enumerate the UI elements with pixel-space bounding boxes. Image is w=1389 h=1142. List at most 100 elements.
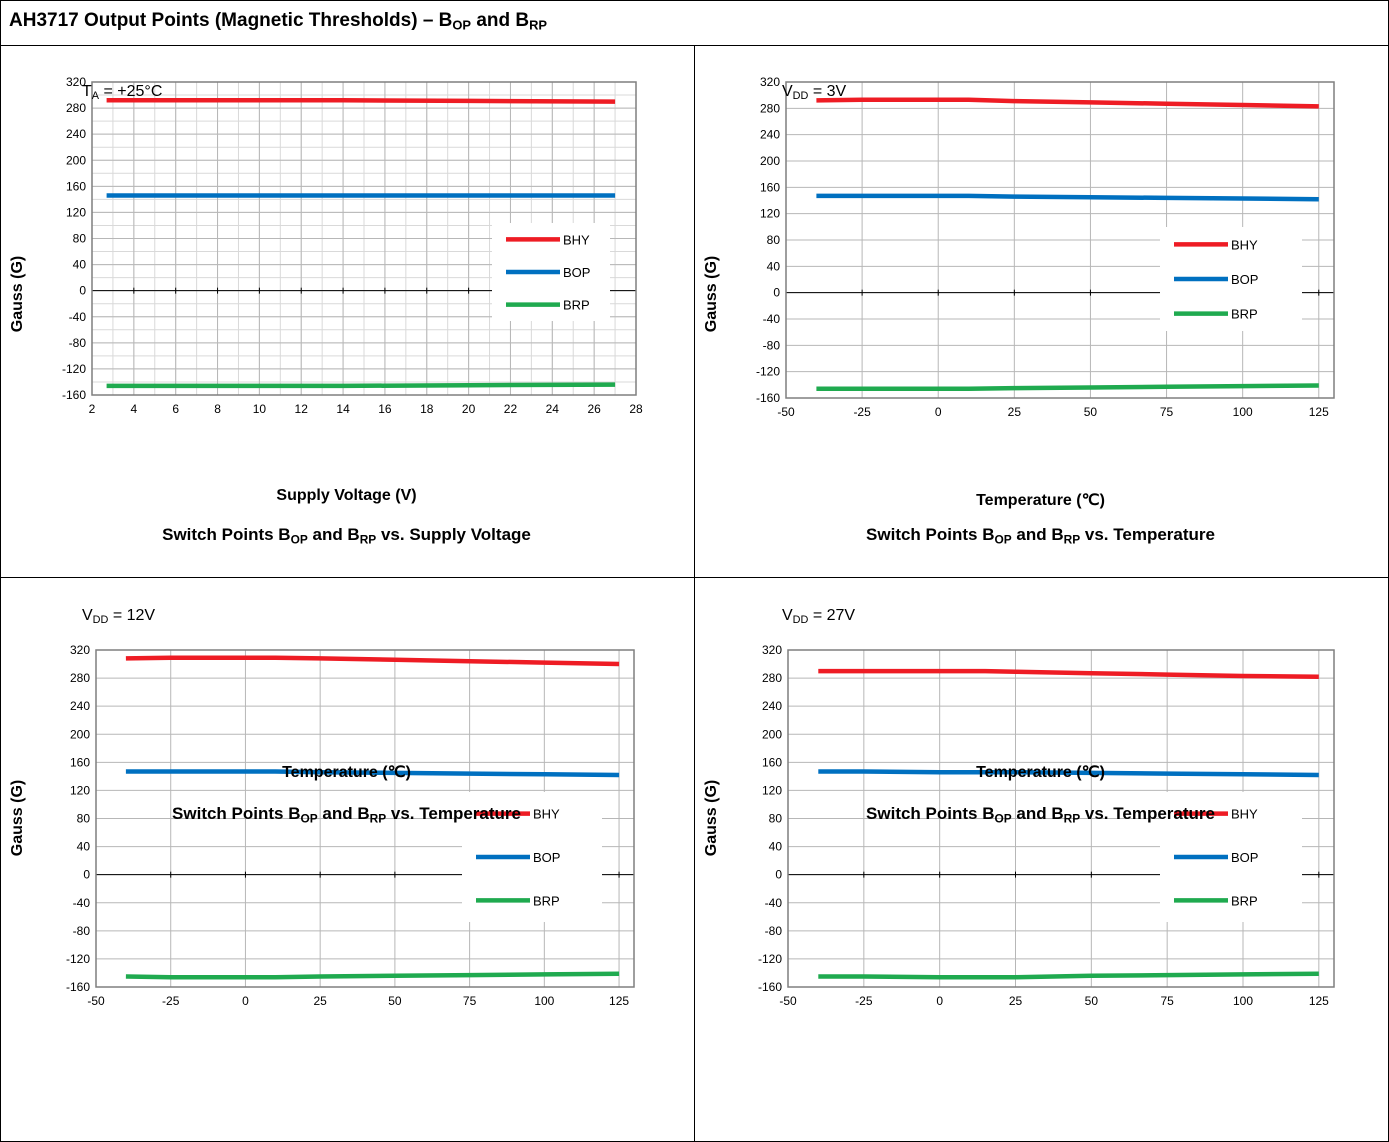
x-tick-label: 75 <box>1160 994 1174 1008</box>
y-tick-label: -120 <box>66 952 90 966</box>
y-tick-label: 0 <box>79 284 86 298</box>
y-tick-label: 160 <box>66 179 86 193</box>
legend-label-bop: BOP <box>1231 272 1258 287</box>
x-tick-label: -25 <box>162 994 180 1008</box>
x-tick-label: 75 <box>463 994 477 1008</box>
chart-panel-temp-12v: 320 280 240 200 160 120 80 40 0 -40 -80 -120 -160 -50… <box>0 577 693 1141</box>
legend: BHY BOP BRP <box>462 792 602 922</box>
y-tick-label: 240 <box>66 127 86 141</box>
y-tick-label: -160 <box>756 391 780 405</box>
x-tick-label: 18 <box>420 402 434 416</box>
series-line-brp <box>818 971 1319 980</box>
legend: BHY BOP BRP <box>1160 792 1302 922</box>
chart-caption: Switch Points BOP and BRP vs. Temperatur… <box>866 525 1215 547</box>
x-tick-label: -25 <box>853 405 871 419</box>
legend-label-bhy: BHY <box>1231 807 1258 822</box>
y-axis-label: Gauss (G) <box>9 255 26 333</box>
y-tick-label: 120 <box>66 205 86 219</box>
series-line-bhy <box>818 668 1319 679</box>
title-subscript-rp: RP <box>529 17 548 33</box>
x-tick-label: 50 <box>1084 405 1098 419</box>
y-tick-label: 120 <box>762 783 782 797</box>
y-tick-label: 280 <box>762 671 782 685</box>
x-tick-label: -50 <box>779 994 797 1008</box>
y-tick-label: 200 <box>760 154 780 168</box>
legend: BHY BOP BRP <box>1160 227 1302 331</box>
x-tick-label: 125 <box>1309 405 1329 419</box>
chart-svg: 320 280 240 200 160 120 80 40 0 -40 -80 -120 -160-50… <box>66 643 635 1008</box>
plot-area-border <box>91 81 637 396</box>
chart-svg: 320 280 240 200 160 120 80 40 0 -40 -80 -120 -160-50… <box>756 75 1335 419</box>
x-tick-label: 100 <box>534 994 554 1008</box>
y-tick-label: -40 <box>73 896 91 910</box>
x-tick-label: -50 <box>777 405 795 419</box>
x-tick-label: 25 <box>1009 994 1023 1008</box>
y-tick-label: 40 <box>769 840 783 854</box>
y-tick-label: -40 <box>69 310 87 324</box>
x-tick-label: 24 <box>546 402 560 416</box>
chart-condition: VDD = 12V <box>82 607 156 627</box>
y-tick-label: 320 <box>70 643 90 657</box>
y-tick-label: 280 <box>760 101 780 115</box>
y-tick-label: -160 <box>66 980 90 994</box>
y-tick-label: 240 <box>762 699 782 713</box>
series-line-brp <box>106 382 616 389</box>
series-line-bop <box>125 769 620 778</box>
legend-label-bop: BOP <box>1231 850 1258 865</box>
series-line-brp <box>816 383 1319 392</box>
y-tick-label: 0 <box>83 868 90 882</box>
header-bar: AH3717 Output Points (Magnetic Threshold… <box>1 1 1388 46</box>
x-tick-label: 100 <box>1233 405 1253 419</box>
y-tick-label: 280 <box>70 671 90 685</box>
x-tick-label: 26 <box>587 402 601 416</box>
divider-vertical <box>694 46 695 1142</box>
legend-label-brp: BRP <box>563 298 590 313</box>
chart-condition: VDD = 3V <box>782 83 847 103</box>
title-text: AH3717 Output Points (Magnetic Threshold… <box>9 10 453 31</box>
chart-panel-temp-27v: 320 280 240 200 160 120 80 40 0 -40 -80 -120 -160 -50… <box>694 577 1387 1141</box>
y-tick-label: 40 <box>73 258 87 272</box>
x-tick-label: -25 <box>855 994 873 1008</box>
x-tick-label: 25 <box>313 994 327 1008</box>
y-tick-label: 80 <box>77 812 91 826</box>
y-tick-label: 0 <box>775 868 782 882</box>
x-tick-label: 14 <box>336 402 350 416</box>
chart-panel-voltage: 320 280 240 200 160 120 80 40 0 -40 -80 -120 -160 2 4 6… <box>0 45 693 576</box>
x-tick-label: 2 <box>89 402 96 416</box>
legend: BHY BOP BRP <box>492 223 610 321</box>
y-tick-label: 120 <box>70 783 90 797</box>
legend-label-bhy: BHY <box>563 232 590 247</box>
chart-caption: Switch Points BOP and BRP vs. Temperatur… <box>172 804 521 826</box>
x-axis-label: Temperature (℃) <box>282 764 411 781</box>
y-tick-label: 200 <box>66 153 86 167</box>
y-tick-label: -80 <box>763 338 781 352</box>
chart-condition: VDD = 27V <box>782 607 856 627</box>
x-tick-label: 20 <box>462 402 476 416</box>
x-tick-label: 100 <box>1233 994 1253 1008</box>
legend-label-brp: BRP <box>533 893 560 908</box>
y-tick-label: 40 <box>77 840 91 854</box>
x-tick-label: 10 <box>253 402 267 416</box>
y-tick-label: -120 <box>756 365 780 379</box>
x-axis-label: Supply Voltage (V) <box>276 487 417 504</box>
y-tick-label: 280 <box>66 101 86 115</box>
y-tick-label: 240 <box>760 128 780 142</box>
x-tick-label: 125 <box>609 994 629 1008</box>
chart-svg: 320 280 240 200 160 120 80 40 0 -40 -80 -120 -160-50… <box>758 643 1335 1008</box>
y-tick-label: 160 <box>760 180 780 194</box>
x-tick-label: 50 <box>388 994 402 1008</box>
x-tick-label: 8 <box>214 402 221 416</box>
y-tick-label: 200 <box>70 727 90 741</box>
y-tick-label: -80 <box>69 336 87 350</box>
legend-label-bop: BOP <box>533 850 560 865</box>
y-tick-label: 80 <box>73 232 87 246</box>
y-tick-label: 320 <box>66 75 86 89</box>
y-tick-label: -80 <box>765 924 783 938</box>
y-tick-label: 320 <box>762 643 782 657</box>
x-tick-label: 0 <box>242 994 249 1008</box>
plot-area-border <box>787 649 1335 988</box>
y-tick-label: 80 <box>769 812 783 826</box>
x-tick-label: 25 <box>1008 405 1022 419</box>
chart-condition: TA = +25°C <box>82 83 163 103</box>
